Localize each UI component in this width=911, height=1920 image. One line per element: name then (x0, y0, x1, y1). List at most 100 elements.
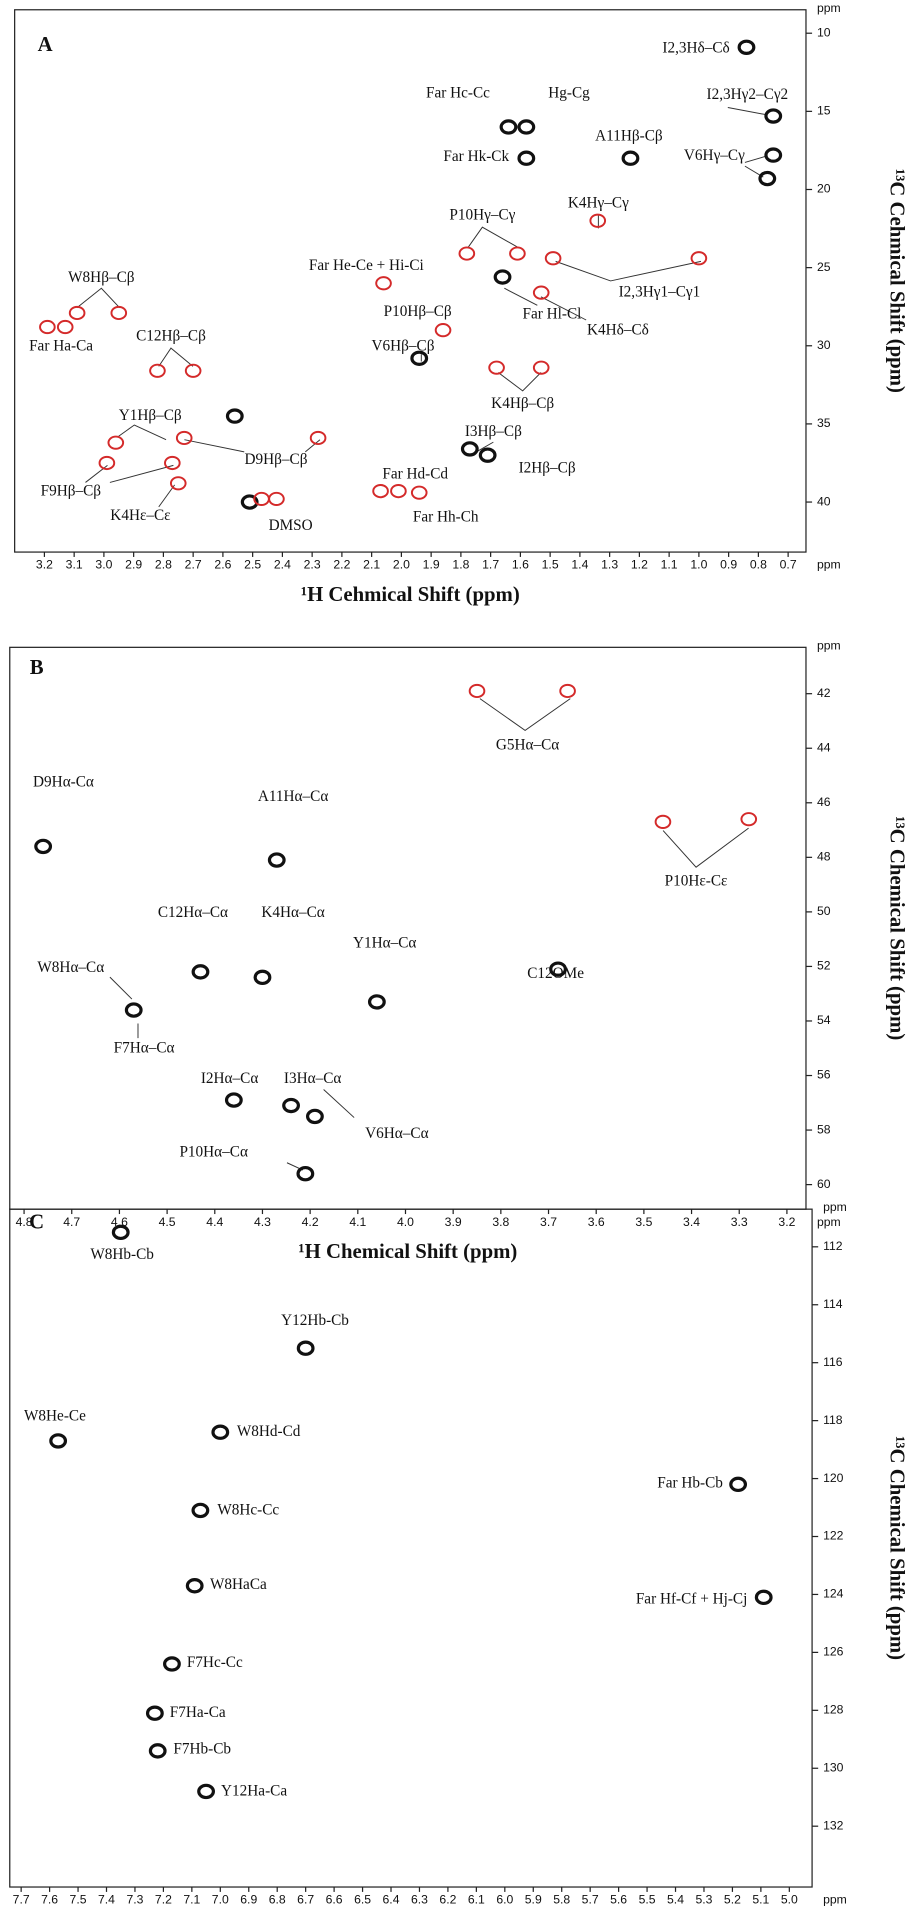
connector (479, 698, 571, 731)
connector (555, 260, 702, 282)
connector (476, 441, 494, 453)
peak (493, 269, 512, 285)
y-tick-label: 30 (817, 338, 831, 352)
peak-label: Y12Ha-Ca (221, 1782, 287, 1799)
x-tick-label: 5.3 (695, 1893, 712, 1907)
x-tick-label: 6.0 (496, 1893, 513, 1907)
peak (191, 964, 210, 980)
y-tick-label: 122 (823, 1529, 844, 1543)
y-tick-label: 44 (817, 740, 831, 754)
y-tick-label: 60 (817, 1177, 831, 1191)
y-axis-unit: ppm (817, 638, 841, 652)
peak-label: V6Hγ–Cγ (684, 147, 745, 164)
y-tick-label: 25 (817, 260, 831, 274)
x-tick-label: 1.8 (452, 558, 469, 572)
peak (589, 213, 607, 228)
connector (304, 439, 321, 453)
peak (111, 1224, 130, 1241)
peak (517, 150, 536, 166)
x-tick-label: 3.4 (683, 1215, 700, 1229)
y-tick-label: 128 (823, 1703, 844, 1717)
y-tick-label: 35 (817, 416, 831, 430)
peak (764, 147, 783, 163)
peak-label: P10Hγ–Cγ (449, 207, 515, 224)
connector (76, 287, 121, 309)
x-tick-label: 7.5 (70, 1893, 87, 1907)
x-tick-label: 2.0 (393, 558, 410, 572)
peak-label: P10Hε-Cε (665, 872, 728, 889)
peak (532, 285, 550, 300)
peak-label: Far Hc-Cc (426, 85, 490, 102)
peak-label: I3Hα–Cα (284, 1070, 341, 1087)
peak-label: C12OMe (527, 965, 584, 982)
y-axis-unit: ppm (823, 1200, 847, 1214)
y-tick-label: 20 (817, 182, 831, 196)
x-tick-label: 6.2 (439, 1893, 456, 1907)
peak-label: K4Hβ–Cβ (491, 395, 554, 412)
peak-label: I2,3Hδ–Cδ (662, 39, 729, 56)
x-axis-unit: ppm (817, 1215, 841, 1229)
x-tick-label: 7.7 (13, 1893, 30, 1907)
peak (559, 683, 576, 699)
x-tick-label: 4.7 (63, 1215, 80, 1229)
peak (98, 455, 116, 471)
connector (497, 372, 542, 392)
x-axis-unit: ppm (817, 558, 841, 572)
connector (504, 287, 538, 306)
peak (434, 323, 452, 338)
x-tick-label: 3.5 (635, 1215, 652, 1229)
x-tick-label: 2.8 (155, 558, 172, 572)
peak (39, 319, 56, 335)
peak (367, 994, 386, 1010)
peak (468, 683, 486, 699)
y-tick-label: 10 (817, 25, 831, 39)
peak (758, 170, 777, 187)
peak-label: K4Hα–Cα (261, 904, 324, 921)
peak-label: K4Hδ–Cδ (587, 321, 649, 338)
peak (544, 251, 562, 266)
connector (116, 424, 167, 441)
x-tick-label: 7.6 (41, 1893, 58, 1907)
y-tick-label: 58 (817, 1122, 831, 1136)
peak-label: C12Hα–Cα (158, 904, 228, 921)
peak (460, 441, 479, 457)
peak-label: Far Hb-Cb (657, 1474, 723, 1491)
x-tick-label: 4.0 (397, 1215, 414, 1229)
peak (517, 119, 536, 135)
peak-label: F7Ha-Ca (170, 1704, 226, 1721)
peak (737, 39, 756, 55)
y-axis-title: ¹³C Chemical Shift (ppm) (885, 816, 907, 1040)
peak (532, 360, 550, 375)
x-tick-label: 3.1 (66, 558, 83, 572)
peak (499, 119, 518, 135)
x-tick-label: 5.7 (582, 1893, 599, 1907)
x-tick-label: 2.7 (185, 558, 202, 572)
peak (163, 1656, 181, 1672)
x-axis-title: ¹H Cehmical Shift (ppm) (301, 584, 520, 606)
x-tick-label: 4.8 (16, 1215, 33, 1229)
peak (149, 363, 166, 378)
x-tick-label: 3.2 (36, 558, 53, 572)
x-tick-label: 3.6 (588, 1215, 605, 1229)
peak (458, 246, 476, 261)
peak-label: I2,3Hγ1–Cγ1 (619, 284, 701, 301)
peak-label: A11Hα–Cα (258, 788, 328, 805)
y-tick-label: 46 (817, 795, 831, 809)
x-tick-label: 7.2 (155, 1893, 172, 1907)
x-tick-label: 4.2 (302, 1215, 319, 1229)
peak-label: I2Hα–Cα (201, 1070, 258, 1087)
y-tick-label: 118 (823, 1413, 843, 1427)
x-tick-label: 2.3 (304, 558, 321, 572)
peak (169, 476, 187, 491)
peak (305, 1108, 324, 1125)
peak (148, 1743, 167, 1759)
y-tick-label: 116 (823, 1355, 843, 1369)
peak-label: F7Hc-Cc (187, 1654, 243, 1671)
x-tick-label: 2.9 (125, 558, 142, 572)
x-tick-label: 3.7 (540, 1215, 557, 1229)
peak-label: P10Hα–Cα (179, 1143, 248, 1160)
peak (410, 485, 428, 500)
peak (296, 1340, 315, 1356)
x-axis-title: ¹H Chemical Shift (ppm) (298, 1241, 517, 1263)
panel-label: B (30, 657, 44, 679)
